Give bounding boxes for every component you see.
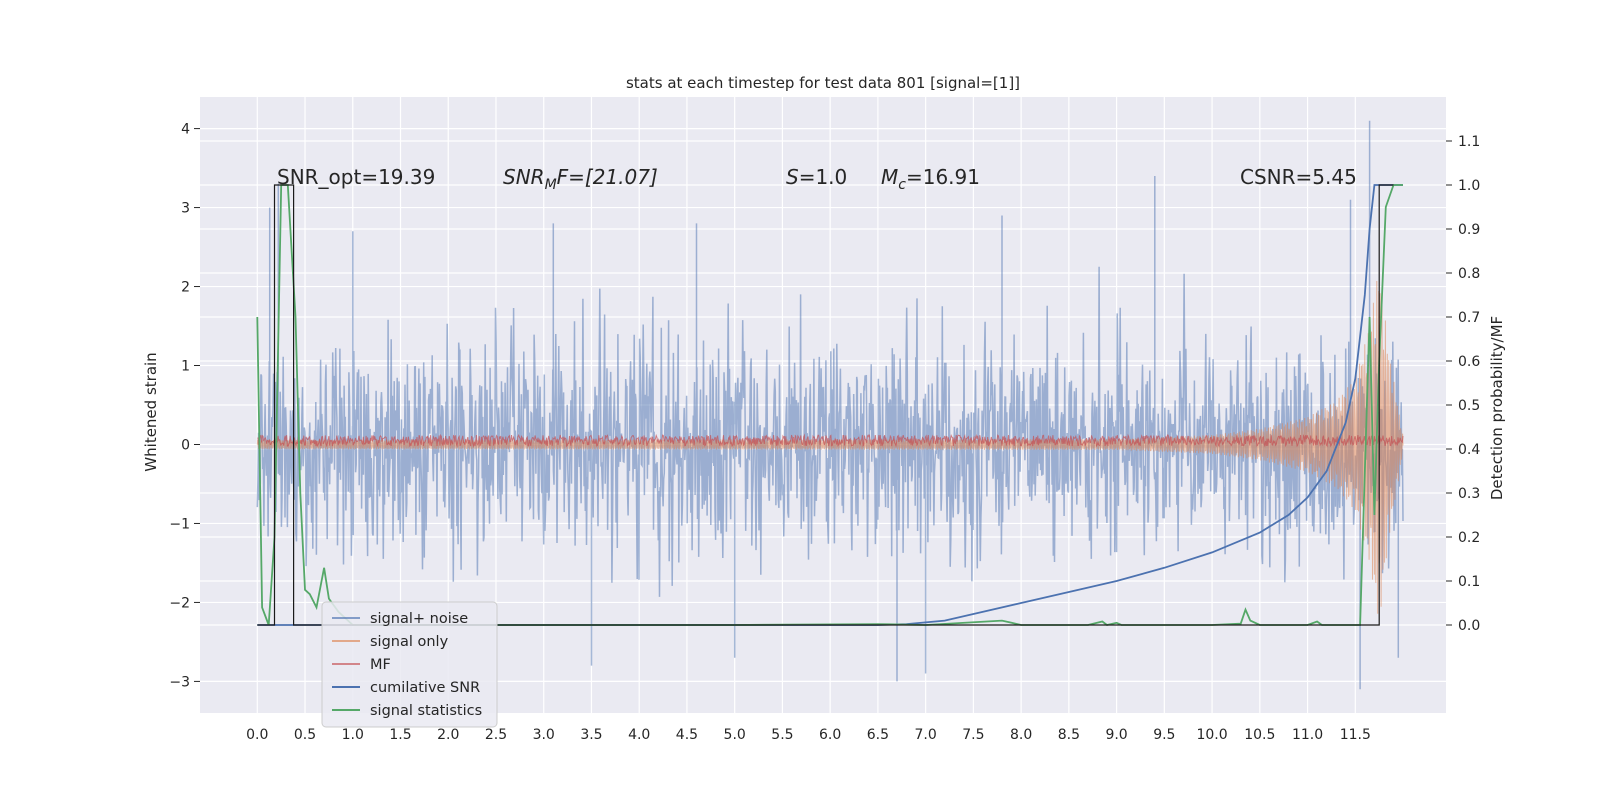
x-tick-label: 7.5 [962, 727, 984, 743]
y-tick-label: −3 [169, 674, 190, 690]
right-tick-label: 0.1 [1458, 574, 1480, 590]
series-mf [257, 433, 1404, 448]
y-axis-ticks: −3 −2 −1 0 1 2 3 4 [169, 122, 200, 690]
legend-label: cumilative SNR [370, 680, 480, 696]
snr-mf-sub: M [545, 177, 557, 193]
x-tick-label: 4.5 [676, 727, 698, 743]
right-tick-label: 1.0 [1458, 178, 1480, 194]
x-tick-label: 10.5 [1244, 727, 1275, 743]
y-tick-label: 3 [181, 201, 190, 217]
y-tick-label: 1 [181, 359, 190, 375]
x-tick-label: 11.0 [1292, 727, 1323, 743]
s-val: =1.0 [799, 165, 848, 189]
x-tick-label: 9.5 [1153, 727, 1175, 743]
right-tick-label: 0.3 [1458, 486, 1480, 502]
right-axis-label: Detection probability/MF [1488, 316, 1506, 500]
annotation-snr-opt: SNR_opt=19.39 [277, 165, 435, 189]
right-tick-label: 0.8 [1458, 266, 1480, 282]
x-tick-label: 10.0 [1196, 727, 1227, 743]
legend-label: signal statistics [370, 703, 482, 719]
x-tick-label: 2.0 [437, 727, 459, 743]
legend-label: MF [370, 657, 391, 673]
y-tick-label: −2 [169, 595, 190, 611]
legend-label: signal only [370, 634, 449, 650]
x-tick-label: 0.0 [246, 727, 268, 743]
x-tick-label: 7.0 [915, 727, 937, 743]
y-tick-label: −1 [169, 516, 190, 532]
y-tick-label: 2 [181, 280, 190, 296]
right-tick-label: 0.5 [1458, 398, 1480, 414]
annotation-s: S=1.0 [786, 165, 847, 189]
series-detection-step [257, 184, 1394, 626]
annotation-snr-mf: SNRMF=[21.07] [503, 165, 658, 193]
x-tick-label: 5.5 [771, 727, 793, 743]
x-tick-label: 3.5 [580, 727, 602, 743]
x-tick-label: 1.5 [389, 727, 411, 743]
snr-mf-main: SNR [503, 165, 545, 189]
mc-val: =16.91 [906, 165, 980, 189]
x-tick-label: 8.0 [1010, 727, 1032, 743]
mc-var: M [881, 165, 898, 189]
x-tick-label: 11.5 [1340, 727, 1371, 743]
x-tick-label: 0.5 [294, 727, 316, 743]
right-tick-label: 0.4 [1458, 442, 1480, 458]
series-cumilative-snr [257, 184, 1403, 626]
s-var: S [786, 165, 799, 189]
right-tick-label: 0.2 [1458, 530, 1480, 546]
series-layer [256, 120, 1404, 690]
legend: signal+ noise signal only MF cumilative SNR… [321, 601, 498, 728]
x-tick-label: 1.0 [342, 727, 364, 743]
x-tick-label: 3.0 [533, 727, 555, 743]
x-tick-label: 6.0 [819, 727, 841, 743]
right-axis-ticks: 0.0 0.1 0.2 0.3 0.4 0.5 0.6 0.7 0.8 0.9 1.0 1.1 [1446, 134, 1480, 634]
right-tick-label: 0.9 [1458, 222, 1480, 238]
right-tick-label: 1.1 [1458, 134, 1480, 150]
series-signal-noise [256, 120, 1404, 690]
annotation-mc: Mc=16.91 [881, 165, 980, 193]
right-tick-label: 0.6 [1458, 354, 1480, 370]
y-tick-label: 0 [181, 437, 190, 453]
right-tick-label: 0.0 [1458, 618, 1480, 634]
x-tick-label: 6.5 [867, 727, 889, 743]
mc-sub: c [898, 177, 906, 193]
y-axis-label: Whitened strain [142, 352, 160, 471]
x-tick-label: 8.5 [1058, 727, 1080, 743]
annotation-csnr: CSNR=5.45 [1240, 165, 1357, 189]
x-tick-label: 4.0 [628, 727, 650, 743]
legend-label: signal+ noise [370, 611, 468, 627]
x-tick-label: 2.5 [485, 727, 507, 743]
legend-frame [321, 601, 498, 728]
x-tick-label: 9.0 [1105, 727, 1127, 743]
x-axis-ticks: 0.0 0.5 1.0 1.5 2.0 2.5 3.0 3.5 4.0 4.5 5.0 5.5 6.0 6… [246, 727, 1371, 743]
chart-title: stats at each timestep for test data 801… [626, 74, 1020, 92]
y-tick-label: 4 [181, 122, 190, 138]
x-tick-label: 5.0 [724, 727, 746, 743]
snr-mf-tail: F=[21.07] [557, 165, 658, 189]
right-tick-label: 0.7 [1458, 310, 1480, 326]
